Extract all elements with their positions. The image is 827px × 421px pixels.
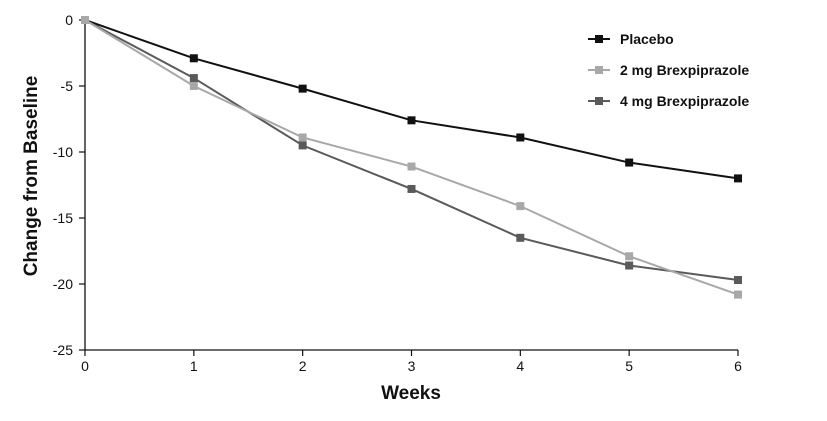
- y-axis-title: Change from Baseline: [21, 76, 42, 277]
- y-tick-label: -10: [53, 144, 73, 160]
- x-tick-label: 3: [408, 358, 416, 374]
- series-line-4-mg-brexpiprazole: [84, 19, 739, 282]
- legend-marker-placebo: [595, 35, 603, 43]
- data-point-placebo: [734, 174, 742, 183]
- x-tick-label: 1: [190, 358, 198, 374]
- data-point-2-mg-brexpiprazole: [81, 16, 89, 24]
- data-point-2-mg-brexpiprazole: [734, 290, 742, 299]
- legend-label-4-mg-brexpiprazole: 4 mg Brexpiprazole: [620, 93, 749, 109]
- y-tick-label: -25: [53, 342, 73, 358]
- x-axis-title: Weeks: [381, 383, 441, 404]
- data-point-4-mg-brexpiprazole: [625, 261, 634, 270]
- data-point-2-mg-brexpiprazole: [625, 252, 634, 261]
- x-tick-label: 5: [625, 358, 633, 374]
- x-tick-label: 0: [81, 358, 89, 374]
- data-point-2-mg-brexpiprazole: [407, 162, 416, 171]
- y-tick-label: -5: [61, 78, 74, 94]
- legend-marker-2-mg-brexpiprazole: [595, 66, 603, 74]
- data-point-4-mg-brexpiprazole: [407, 184, 416, 193]
- legend-label-placebo: Placebo: [620, 31, 674, 47]
- y-tick-label: -20: [53, 276, 73, 292]
- data-point-4-mg-brexpiprazole: [516, 233, 525, 242]
- data-point-2-mg-brexpiprazole: [516, 202, 525, 211]
- ticks: 0 -5 -10 -15 -20 -25 0 1 2 3 4 5 6: [53, 12, 742, 374]
- data-point-2-mg-brexpiprazole: [189, 82, 198, 90]
- legend: Placebo 2 mg Brexpiprazole 4 mg Brexpipraz…: [588, 31, 749, 109]
- data-point-4-mg-brexpiprazole: [734, 276, 742, 285]
- y-tick-label: -15: [53, 210, 73, 226]
- data-point-placebo: [516, 133, 525, 142]
- data-point-placebo: [298, 84, 307, 93]
- data-point-4-mg-brexpiprazole: [189, 74, 198, 83]
- series-lines: [81, 16, 742, 299]
- data-point-placebo: [407, 116, 416, 125]
- y-tick-label: 0: [65, 12, 73, 28]
- x-tick-label: 2: [299, 358, 307, 374]
- data-point-4-mg-brexpiprazole: [298, 141, 307, 150]
- data-point-placebo: [625, 158, 634, 167]
- x-tick-label: 4: [516, 358, 524, 374]
- legend-marker-4-mg-brexpiprazole: [595, 97, 603, 105]
- x-tick-label: 6: [734, 358, 742, 374]
- legend-label-2-mg-brexpiprazole: 2 mg Brexpiprazole: [620, 62, 749, 78]
- data-point-2-mg-brexpiprazole: [298, 133, 307, 142]
- data-point-placebo: [189, 54, 198, 63]
